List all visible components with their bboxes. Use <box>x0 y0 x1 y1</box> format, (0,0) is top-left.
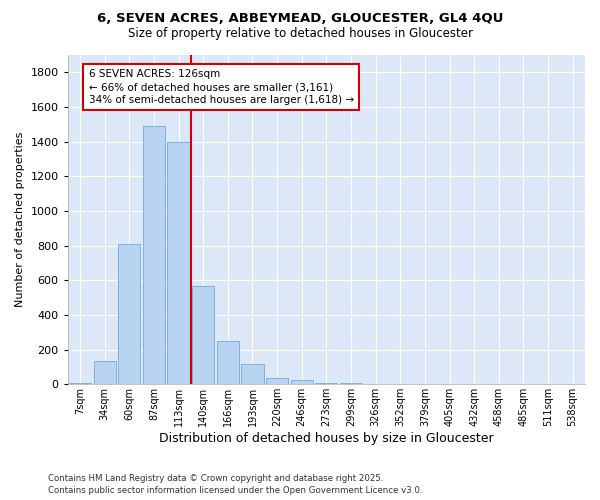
Text: 6, SEVEN ACRES, ABBEYMEAD, GLOUCESTER, GL4 4QU: 6, SEVEN ACRES, ABBEYMEAD, GLOUCESTER, G… <box>97 12 503 26</box>
Bar <box>94 361 116 384</box>
Text: 6 SEVEN ACRES: 126sqm
← 66% of detached houses are smaller (3,161)
34% of semi-d: 6 SEVEN ACRES: 126sqm ← 66% of detached … <box>89 69 354 106</box>
Bar <box>340 382 362 384</box>
Bar <box>241 364 263 384</box>
Bar <box>217 341 239 384</box>
Bar <box>290 380 313 384</box>
Text: Size of property relative to detached houses in Gloucester: Size of property relative to detached ho… <box>128 28 473 40</box>
Bar <box>192 286 214 384</box>
Bar <box>118 244 140 384</box>
Text: Contains HM Land Registry data © Crown copyright and database right 2025.
Contai: Contains HM Land Registry data © Crown c… <box>48 474 422 495</box>
Bar <box>167 142 190 384</box>
Bar <box>266 378 288 384</box>
X-axis label: Distribution of detached houses by size in Gloucester: Distribution of detached houses by size … <box>159 432 494 445</box>
Bar <box>143 126 165 384</box>
Y-axis label: Number of detached properties: Number of detached properties <box>15 132 25 308</box>
